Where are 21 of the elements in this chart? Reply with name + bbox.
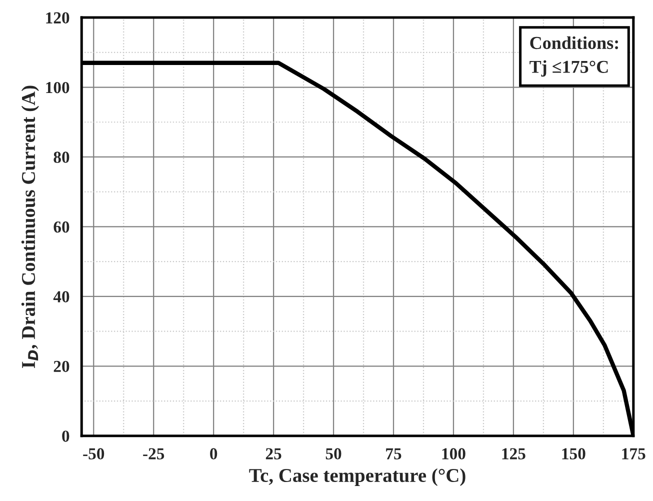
y-tick-label: 80 bbox=[54, 152, 70, 163]
y-tick-label: 120 bbox=[46, 12, 70, 24]
y-tick-label: 60 bbox=[54, 221, 70, 233]
x-tick-label: 50 bbox=[326, 448, 342, 460]
x-tick-label: 150 bbox=[562, 448, 586, 460]
x-tick-label: 0 bbox=[210, 448, 218, 460]
y-tick-label: 100 bbox=[46, 82, 70, 94]
annotation: Conditions: bbox=[530, 36, 618, 50]
x-tick-label: -25 bbox=[143, 448, 164, 460]
x-tick-label: 100 bbox=[442, 448, 466, 460]
x-axis-title: Tc, Case temperature (°C) bbox=[249, 468, 466, 486]
x-tick-label: 75 bbox=[386, 448, 402, 460]
x-tick-label: 25 bbox=[266, 448, 282, 460]
y-tick-label: 40 bbox=[53, 291, 70, 302]
x-tick-label: 125 bbox=[502, 448, 526, 460]
x-tick-label: -50 bbox=[83, 448, 104, 460]
y-tick-label: 20 bbox=[54, 360, 70, 372]
y-axis-title: I$_{D}$, Drain Continuous Current (A) bbox=[21, 86, 40, 368]
x-tick-label: 175 bbox=[622, 448, 646, 460]
y-tick-label: 0 bbox=[62, 430, 70, 442]
annotation: Tj ≤175°C bbox=[530, 60, 608, 77]
